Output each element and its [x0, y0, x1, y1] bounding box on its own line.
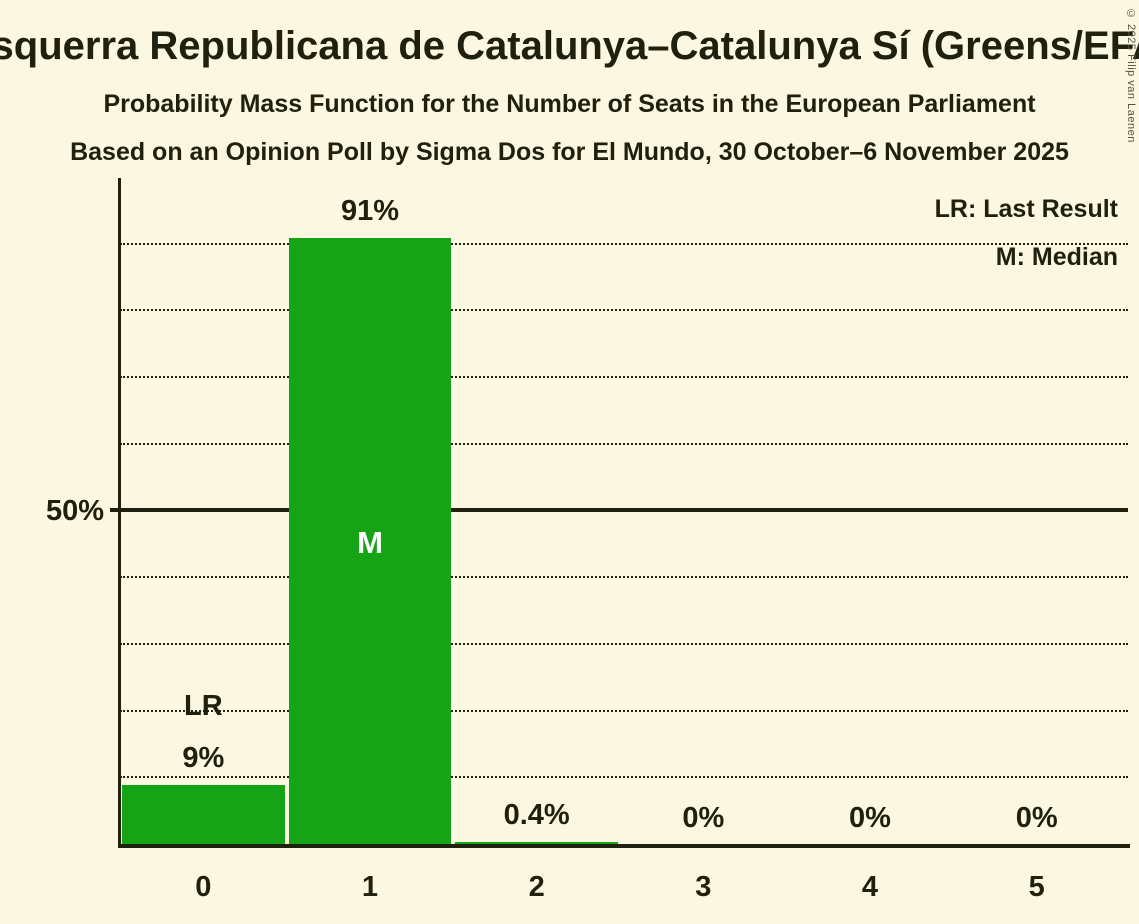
chart-subtitle: Probability Mass Function for the Number… — [103, 90, 1036, 118]
x-tick-label-3: 3 — [695, 871, 712, 903]
legend-last-result: LR: Last Result — [934, 195, 1118, 223]
chart-source-line: Based on an Opinion Poll by Sigma Dos fo… — [70, 138, 1069, 166]
bar-value-label-3: 0% — [682, 802, 725, 834]
bar-value-label-0: 9% — [182, 741, 225, 774]
chart-title: Esquerra Republicana de Catalunya–Catalu… — [0, 24, 1139, 68]
bar-seats-0 — [122, 784, 285, 845]
x-tick-label-0: 0 — [195, 871, 212, 903]
gridline-30 — [120, 642, 1128, 645]
x-tick-label-1: 1 — [361, 871, 379, 903]
legend: LR: Last Result M: Median — [935, 185, 1118, 281]
bar-seats-2 — [455, 842, 618, 845]
bar-value-label-4: 0% — [849, 802, 891, 834]
gridline-70 — [120, 376, 1128, 379]
x-axis-labels: 0 1 2 3 4 5 — [120, 871, 1120, 911]
x-tick-label-5: 5 — [1028, 871, 1045, 903]
gridlines-area — [110, 178, 1128, 845]
bar-value-label-2: 0.4% — [503, 799, 570, 832]
last-result-marker: LR — [183, 689, 223, 722]
legend-median: M: Median — [995, 243, 1118, 271]
median-marker: M — [357, 524, 383, 560]
x-tick-label-4: 4 — [861, 871, 879, 903]
y-axis-50-percent-label: 50% — [45, 495, 104, 527]
gridline-60 — [120, 442, 1128, 445]
gridline-10 — [120, 776, 1128, 779]
bar-value-label-1: 91% — [340, 195, 399, 228]
gridline-20 — [120, 709, 1128, 712]
copyright-notice: © 2025 Filip van Laenen — [1125, 8, 1137, 143]
x-axis-line — [118, 844, 1130, 848]
gridline-90 — [120, 242, 1128, 245]
bars-area: 9% 91% 0.4% 0% 0% 0% LR M — [120, 178, 1120, 845]
fifty-percent-line — [110, 507, 1128, 512]
bar-value-label-5: 0% — [1015, 802, 1058, 834]
gridline-40 — [120, 576, 1128, 579]
y-axis-line — [118, 178, 121, 848]
bar-seats-1 — [288, 238, 452, 845]
gridline-80 — [120, 309, 1128, 312]
x-tick-label-2: 2 — [528, 871, 545, 903]
